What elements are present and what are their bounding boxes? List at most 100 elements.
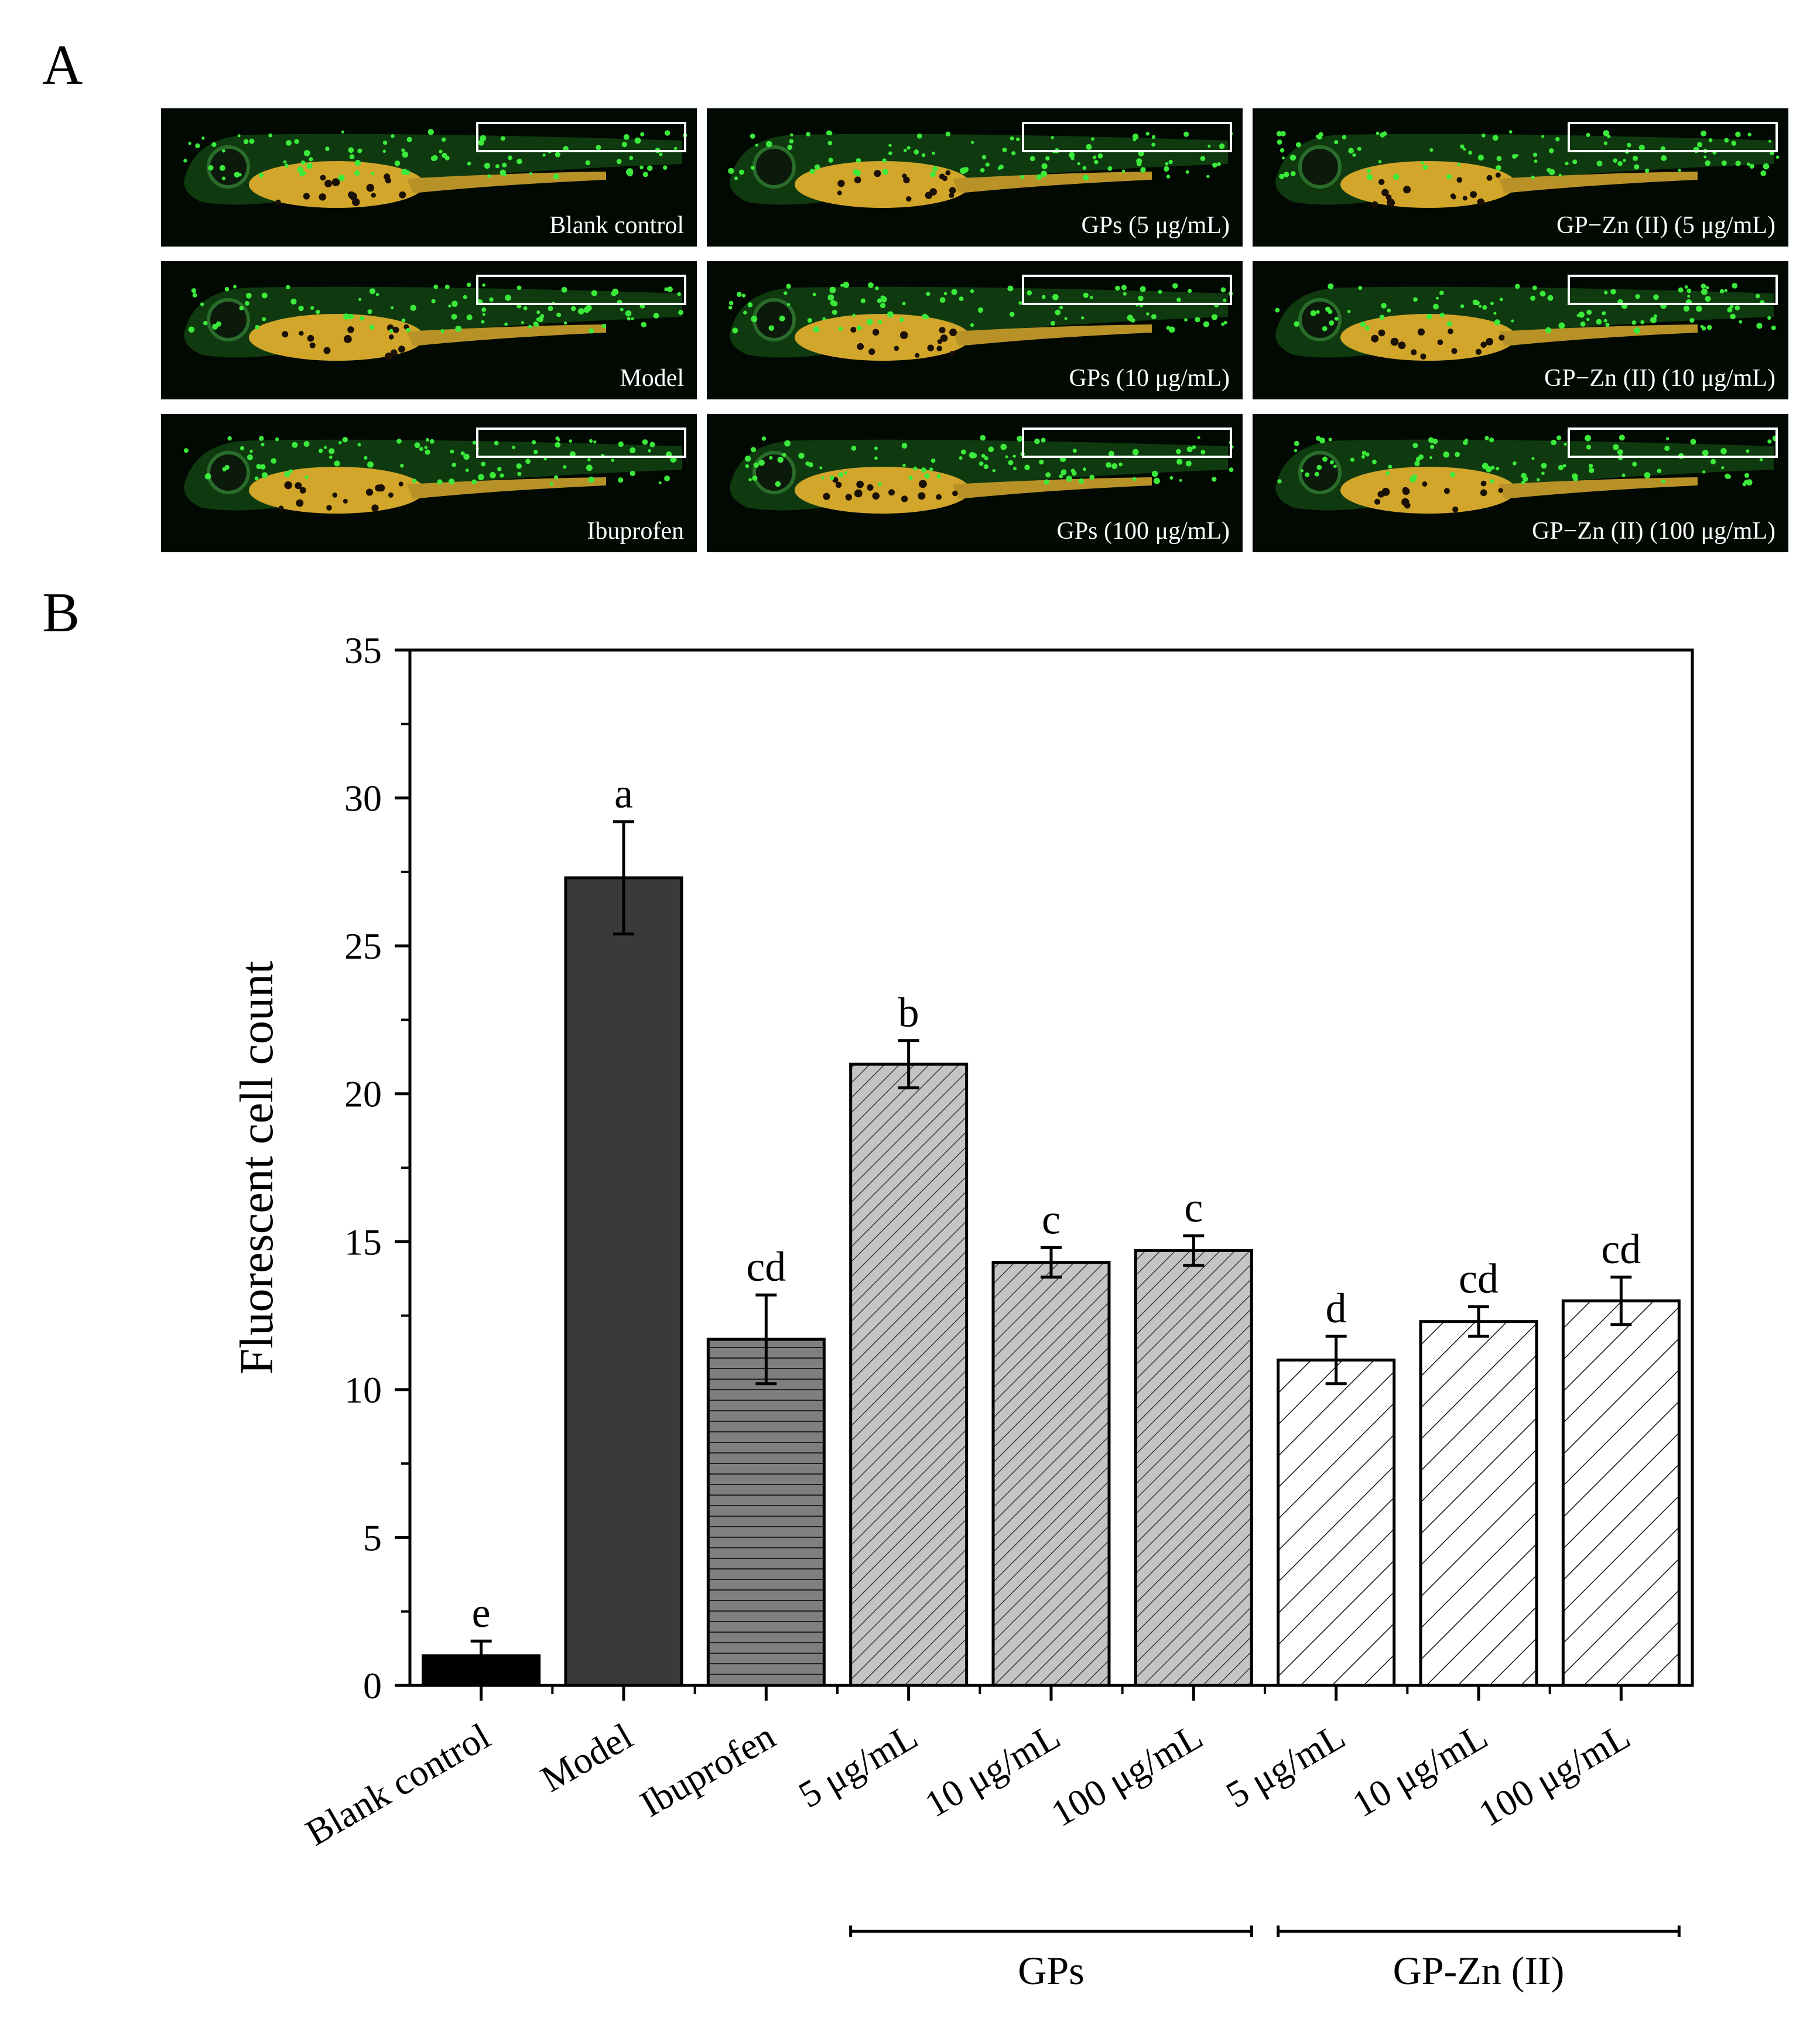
pigment-spot	[392, 326, 399, 333]
fluorescent-cell	[382, 149, 386, 153]
x-tick-label: 10 μg/mL	[918, 1715, 1067, 1825]
fluorescent-cell	[1771, 325, 1776, 330]
fluorescent-cell	[1151, 142, 1156, 147]
fluorescent-cell	[495, 164, 500, 169]
fluorescent-cell	[425, 437, 430, 442]
y-tick-label: 10	[344, 1369, 382, 1411]
eye	[752, 451, 796, 494]
fluorescent-cell	[1217, 162, 1221, 166]
fluorescent-cell	[1634, 164, 1640, 170]
fluorescent-cell	[240, 446, 245, 451]
fluorescent-cell	[1499, 297, 1503, 302]
fluorescent-cell	[1558, 464, 1564, 471]
bar	[849, 1062, 969, 1687]
fluorescent-cell	[1300, 469, 1304, 473]
fluorescent-cell	[1605, 323, 1610, 327]
fluorescent-cell	[819, 466, 823, 470]
fluorescent-cell	[1657, 468, 1662, 473]
group-label: GP-Zn (II)	[1393, 1948, 1565, 1993]
fluorescent-cell	[234, 172, 240, 178]
pigment-spot	[1450, 193, 1456, 199]
fluorescent-cell	[906, 146, 911, 150]
pigment-spot	[949, 351, 955, 357]
fluorescent-cell	[200, 302, 204, 306]
fluorescent-cell	[283, 160, 287, 164]
fluorescent-cell	[254, 476, 259, 481]
fluorescent-cell	[921, 153, 926, 158]
fluorescent-cell	[790, 133, 793, 137]
fluorescent-cell	[589, 439, 593, 443]
fluorescent-cell	[662, 165, 668, 170]
fluorescent-cell	[1082, 166, 1087, 170]
pigment-spot	[319, 193, 327, 201]
zebrafish-image: Ibuprofen	[161, 414, 697, 552]
fluorescent-cell	[1219, 143, 1225, 149]
fluorescent-cell	[1586, 132, 1590, 137]
fluorescent-cell	[629, 156, 634, 160]
fluorescent-cell	[874, 446, 878, 450]
fluorescent-cell	[630, 470, 635, 477]
fluorescent-cell	[1696, 305, 1702, 312]
fluorescent-cell	[334, 460, 340, 467]
pigment-spot	[872, 492, 880, 500]
fluorescent-cell	[259, 173, 264, 178]
fluorescent-cell	[323, 446, 327, 449]
fluorescent-cell	[750, 165, 755, 170]
fluorescent-cell	[887, 311, 894, 318]
zebrafish-image: Blank control	[161, 108, 697, 247]
fluorescent-cell	[902, 463, 906, 467]
roi-box	[1568, 275, 1778, 305]
pigment-spot	[332, 493, 338, 498]
fluorescent-cell	[1361, 450, 1367, 456]
fluorescent-cell	[500, 136, 505, 141]
fluorescent-cell	[899, 317, 904, 323]
fluorescent-cell	[625, 310, 632, 317]
fluorescent-cell	[1465, 438, 1469, 442]
fluorescent-cell	[1385, 471, 1390, 476]
pigment-spot	[854, 176, 861, 184]
pigment-spot	[343, 498, 348, 504]
fluorescent-cell	[750, 134, 755, 139]
fluorescent-cell	[482, 313, 485, 316]
fluorescent-cell	[318, 449, 323, 453]
panel-a-label: A	[42, 33, 83, 96]
fluorescent-cell	[1352, 153, 1356, 157]
fluorescent-cell	[748, 478, 752, 481]
fluorescent-cell	[888, 143, 892, 147]
pigment-spot	[845, 494, 852, 501]
fluorescent-cell	[734, 176, 738, 180]
fluorescent-cell	[203, 320, 208, 326]
fluorescent-cell	[627, 168, 634, 175]
fluorescent-cell	[1532, 152, 1538, 157]
fluorescent-cell	[1726, 474, 1732, 479]
fluorescent-cell	[838, 472, 843, 477]
fluorescent-cell	[1678, 287, 1684, 293]
fluorescent-cell	[1475, 300, 1480, 306]
fluorescent-cell	[1613, 158, 1618, 163]
fluorescent-cell	[191, 288, 197, 293]
fluorescent-cell	[1763, 163, 1770, 170]
fluorescent-cell	[516, 285, 522, 290]
fluorescent-cell	[1077, 162, 1080, 166]
pigment-spot	[1443, 488, 1450, 494]
fluorescent-cell	[1146, 312, 1150, 316]
fluorescent-cell	[1051, 321, 1055, 326]
fluorescent-cell	[761, 436, 767, 441]
fluorescent-cell	[1702, 470, 1706, 474]
fluorescent-cell	[1176, 449, 1181, 454]
fluorescent-cell	[1072, 449, 1077, 453]
fluorescent-cell	[343, 313, 350, 320]
fluorescent-cell	[840, 283, 844, 287]
fluorescent-cell	[286, 285, 290, 290]
fluorescent-cell	[1140, 167, 1146, 173]
pigment-spot	[295, 482, 302, 490]
fluorescent-cell	[750, 447, 757, 453]
fluorescent-cell	[1412, 474, 1418, 480]
fluorescent-cell	[596, 145, 601, 151]
fluorescent-cell	[786, 283, 791, 289]
fluorescent-cell	[784, 440, 791, 447]
fluorescent-cell	[419, 447, 423, 451]
fluorescent-cell	[451, 462, 457, 467]
fluorescent-cell	[1586, 444, 1592, 450]
fluorescent-cell	[1701, 288, 1708, 295]
